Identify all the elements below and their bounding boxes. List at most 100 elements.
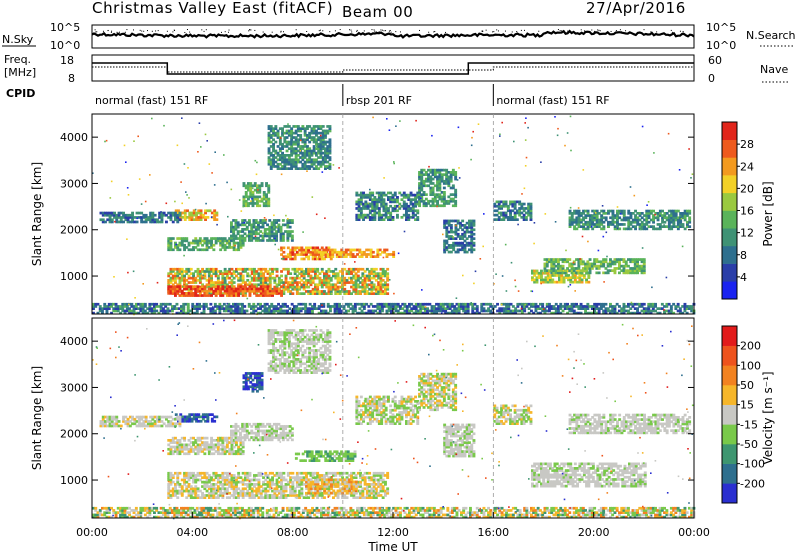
heatmap-cell bbox=[272, 131, 275, 135]
heatmap-cell bbox=[429, 193, 433, 196]
heatmap-cell bbox=[535, 280, 539, 284]
heatmap-cell bbox=[640, 225, 644, 228]
heatmap-cell bbox=[418, 188, 421, 192]
heatmap-cell bbox=[167, 237, 171, 240]
nsearch-dot bbox=[593, 30, 595, 32]
heatmap-cell bbox=[303, 165, 307, 168]
heatmap-cell bbox=[465, 221, 469, 225]
heatmap-cell bbox=[205, 485, 209, 488]
heatmap-cell bbox=[307, 255, 311, 259]
heatmap-cell bbox=[293, 246, 297, 250]
heatmap-cell bbox=[679, 214, 683, 217]
heatmap-cell bbox=[468, 244, 471, 247]
heatmap-cell bbox=[180, 494, 184, 497]
heatmap-cell bbox=[247, 188, 250, 192]
heatmap-cell bbox=[502, 216, 506, 219]
heatmap-cell bbox=[197, 209, 201, 213]
heatmap-cell bbox=[296, 129, 300, 133]
heatmap-cell bbox=[169, 216, 173, 219]
heatmap-cell bbox=[389, 218, 393, 221]
heatmap-cell bbox=[157, 311, 161, 315]
heatmap-cell bbox=[303, 162, 307, 166]
heatmap-cell bbox=[153, 213, 157, 217]
heatmap-cell bbox=[167, 474, 171, 477]
heatmap-cell bbox=[210, 243, 213, 247]
heatmap-cell bbox=[296, 160, 300, 164]
heatmap-cell bbox=[295, 311, 299, 315]
heatmap-cell bbox=[384, 292, 387, 295]
heatmap-cell bbox=[473, 307, 477, 310]
heatmap-cell bbox=[214, 272, 218, 275]
heatmap-cell bbox=[464, 307, 468, 310]
heatmap-cell bbox=[211, 172, 213, 174]
heatmap-cell bbox=[94, 302, 98, 306]
heatmap-cell bbox=[271, 272, 274, 275]
cpid-strip: normal (fast) 151 RF rbsp 201 RF normal (f… bbox=[95, 84, 610, 107]
heatmap-cell bbox=[338, 253, 341, 256]
heatmap-cell bbox=[238, 199, 241, 201]
heatmap-cell bbox=[327, 246, 331, 250]
heatmap-cell bbox=[229, 307, 233, 310]
nsearch-dot bbox=[375, 31, 377, 33]
heatmap-cell bbox=[287, 154, 291, 157]
heatmap-cell bbox=[361, 283, 365, 287]
heatmap-cell bbox=[183, 243, 186, 247]
heatmap-cell bbox=[266, 232, 269, 236]
nsearch-dot bbox=[351, 31, 353, 33]
heatmap-cell bbox=[270, 230, 274, 233]
heatmap-cell bbox=[241, 267, 245, 271]
heatmap-cell bbox=[178, 285, 182, 288]
heatmap-cell bbox=[633, 264, 637, 268]
heatmap-cell bbox=[641, 125, 644, 128]
heatmap-cell bbox=[387, 253, 391, 256]
heatmap-cell bbox=[167, 496, 171, 499]
heatmap-cell bbox=[499, 135, 501, 137]
heatmap-cell bbox=[645, 218, 649, 222]
heatmap-cell bbox=[414, 200, 417, 204]
heatmap-cell bbox=[169, 474, 173, 477]
heatmap-cell bbox=[455, 224, 457, 227]
heatmap-cell bbox=[379, 287, 383, 291]
heatmap-cell bbox=[333, 311, 337, 315]
heatmap-cell bbox=[372, 116, 374, 119]
heatmap-cell bbox=[272, 165, 275, 168]
heatmap-cell bbox=[611, 223, 615, 226]
heatmap-cell bbox=[190, 216, 194, 219]
heatmap-cell bbox=[460, 307, 463, 310]
heatmap-cell bbox=[203, 272, 207, 275]
heatmap-cell bbox=[470, 228, 474, 232]
heatmap-cell bbox=[221, 285, 225, 288]
heatmap-cell bbox=[99, 218, 103, 222]
heatmap-cell bbox=[284, 274, 288, 278]
heatmap-cell bbox=[573, 218, 576, 222]
heatmap-cell bbox=[555, 274, 559, 277]
heatmap-cell bbox=[324, 136, 327, 139]
colorbar-tick-label: 20 bbox=[740, 182, 754, 195]
heatmap-cell bbox=[436, 175, 439, 179]
heatmap-cell bbox=[420, 171, 424, 174]
heatmap-cell bbox=[185, 283, 189, 287]
heatmap-cell bbox=[117, 213, 121, 217]
heatmap-cell bbox=[248, 267, 252, 271]
heatmap-cell bbox=[420, 199, 424, 203]
heatmap-cell bbox=[524, 211, 528, 215]
heatmap-cell bbox=[533, 280, 537, 284]
heatmap-cell bbox=[235, 292, 238, 295]
heatmap-cell bbox=[446, 311, 450, 315]
heatmap-cell bbox=[334, 285, 338, 289]
heatmap-cell bbox=[256, 161, 258, 164]
heatmap-cell bbox=[411, 213, 415, 217]
heatmap-cell bbox=[502, 311, 506, 315]
heatmap-cell bbox=[606, 269, 610, 272]
heatmap-cell bbox=[449, 177, 453, 181]
heatmap-cell bbox=[198, 287, 202, 291]
heatmap-cell bbox=[543, 269, 547, 272]
heatmap-cell bbox=[511, 202, 515, 206]
heatmap-cell bbox=[604, 218, 608, 222]
heatmap-cell bbox=[365, 253, 369, 256]
heatmap-cell bbox=[311, 276, 315, 280]
heatmap-cell bbox=[230, 294, 234, 297]
heatmap-cell bbox=[651, 305, 655, 308]
heatmap-cell bbox=[189, 309, 192, 313]
heatmap-cell bbox=[308, 134, 312, 137]
